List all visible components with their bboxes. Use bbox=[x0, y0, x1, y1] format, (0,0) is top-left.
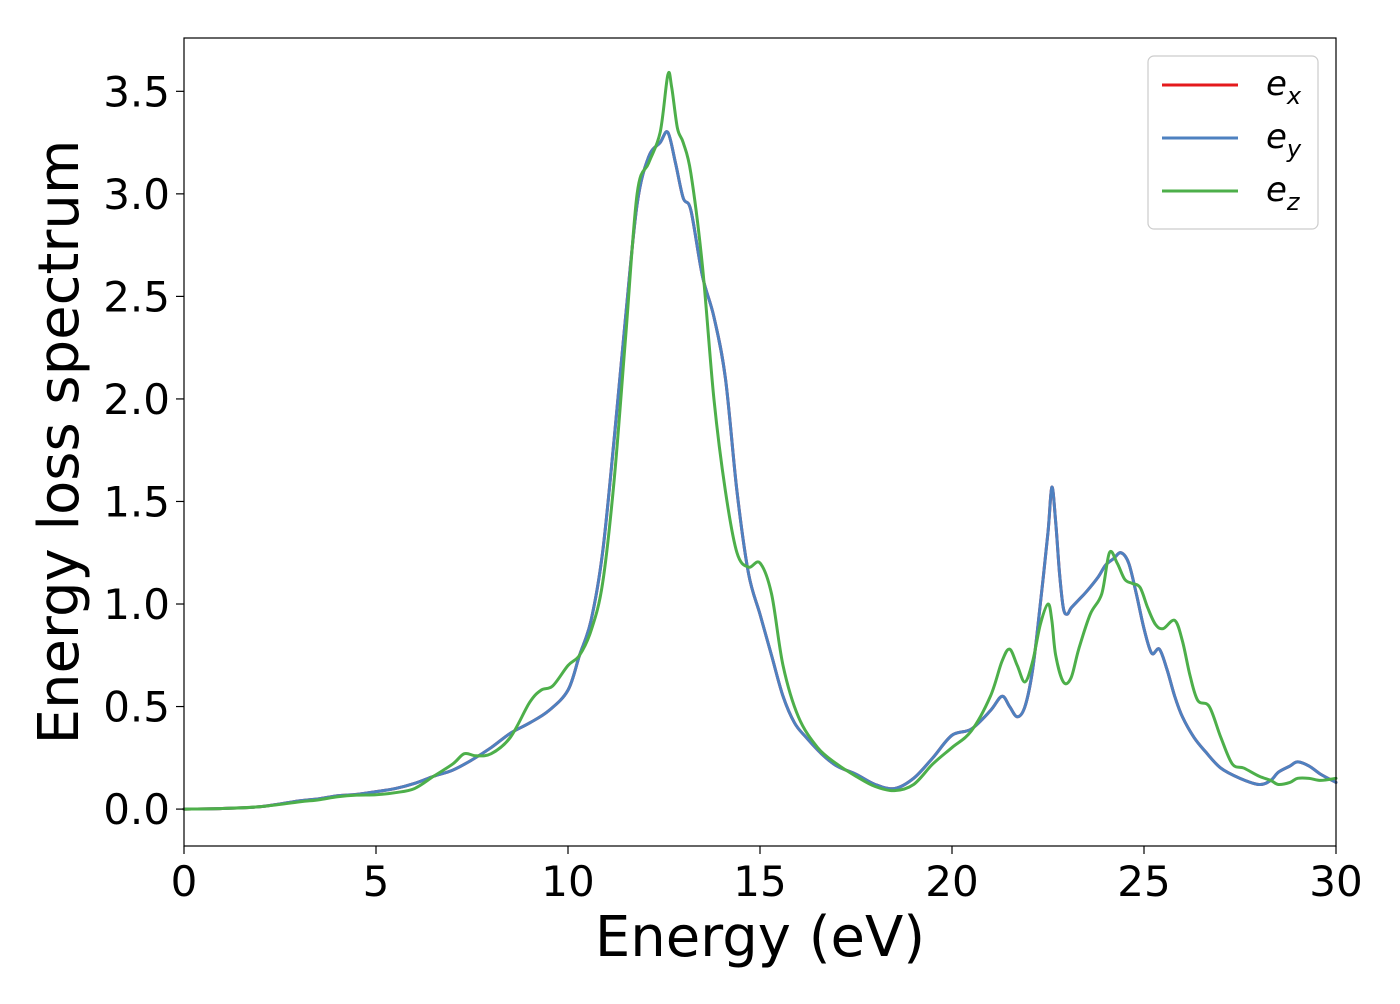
y-tick-label: 1.5 bbox=[103, 477, 170, 526]
legend: ex ey ez bbox=[1147, 55, 1319, 230]
y-tick-label: 0.5 bbox=[103, 683, 170, 732]
y-tick-label: 3.0 bbox=[103, 170, 170, 219]
legend-label-z: ez bbox=[1266, 170, 1301, 216]
x-tick-label: 5 bbox=[363, 857, 390, 906]
series-layer bbox=[182, 70, 1338, 811]
legend-label-y: ey bbox=[1266, 117, 1302, 163]
series-line-z bbox=[182, 70, 1338, 811]
legend-box bbox=[1147, 55, 1319, 230]
y-tick-label: 3.5 bbox=[103, 67, 170, 116]
x-axis-label: Energy (eV) bbox=[595, 905, 925, 970]
x-axis-ticks: 0 5 10 15 20 25 30 bbox=[171, 846, 1363, 906]
legend-items: ex ey ez bbox=[1162, 64, 1302, 216]
y-tick-label: 2.0 bbox=[103, 375, 170, 424]
y-axis-ticks: 0.0 0.5 1.0 1.5 2.0 2.5 3.0 3.5 bbox=[103, 67, 184, 834]
x-tick-label: 0 bbox=[171, 857, 198, 906]
series-line-x bbox=[182, 130, 1338, 811]
y-tick-label: 2.5 bbox=[103, 272, 170, 321]
x-tick-label: 30 bbox=[1309, 857, 1362, 906]
legend-label-x: ex bbox=[1266, 64, 1302, 110]
y-tick-label: 0.0 bbox=[103, 785, 170, 834]
x-tick-label: 20 bbox=[925, 857, 978, 906]
x-tick-label: 15 bbox=[733, 857, 786, 906]
series-line-y bbox=[182, 130, 1338, 811]
y-tick-label: 1.0 bbox=[103, 580, 170, 629]
y-axis-label: Energy loss spectrum bbox=[27, 140, 92, 745]
x-tick-label: 10 bbox=[541, 857, 594, 906]
x-tick-label: 25 bbox=[1117, 857, 1170, 906]
